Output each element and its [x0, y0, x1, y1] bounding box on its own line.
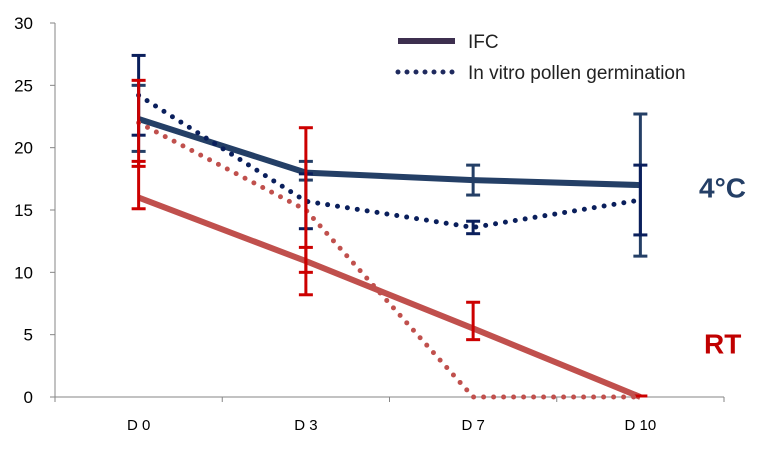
- y-tick-label: 0: [24, 388, 33, 407]
- x-tick-label: D 10: [625, 417, 657, 434]
- series-line-RT-In vitro pollen germination: [136, 120, 643, 400]
- legend-label: In vitro pollen germination: [468, 63, 686, 84]
- group-label: RT: [704, 328, 741, 359]
- series-line-4°C-In vitro pollen germination: [136, 92, 643, 230]
- y-tick-label: 5: [24, 326, 33, 345]
- y-tick-label: 15: [14, 201, 33, 220]
- x-tick-label: D 3: [294, 417, 317, 434]
- legend-label: IFC: [468, 32, 499, 53]
- x-tick-label: D 0: [127, 417, 150, 434]
- y-tick-label: 30: [14, 14, 33, 33]
- y-tick-label: 20: [14, 139, 33, 158]
- series-line-RT-IFC: [137, 194, 642, 400]
- y-tick-label: 25: [14, 76, 33, 95]
- group-label: 4°C: [699, 173, 746, 204]
- y-tick-label: 10: [14, 263, 33, 282]
- series-line-4°C-IFC: [137, 116, 641, 189]
- x-tick-label: D 7: [461, 417, 484, 434]
